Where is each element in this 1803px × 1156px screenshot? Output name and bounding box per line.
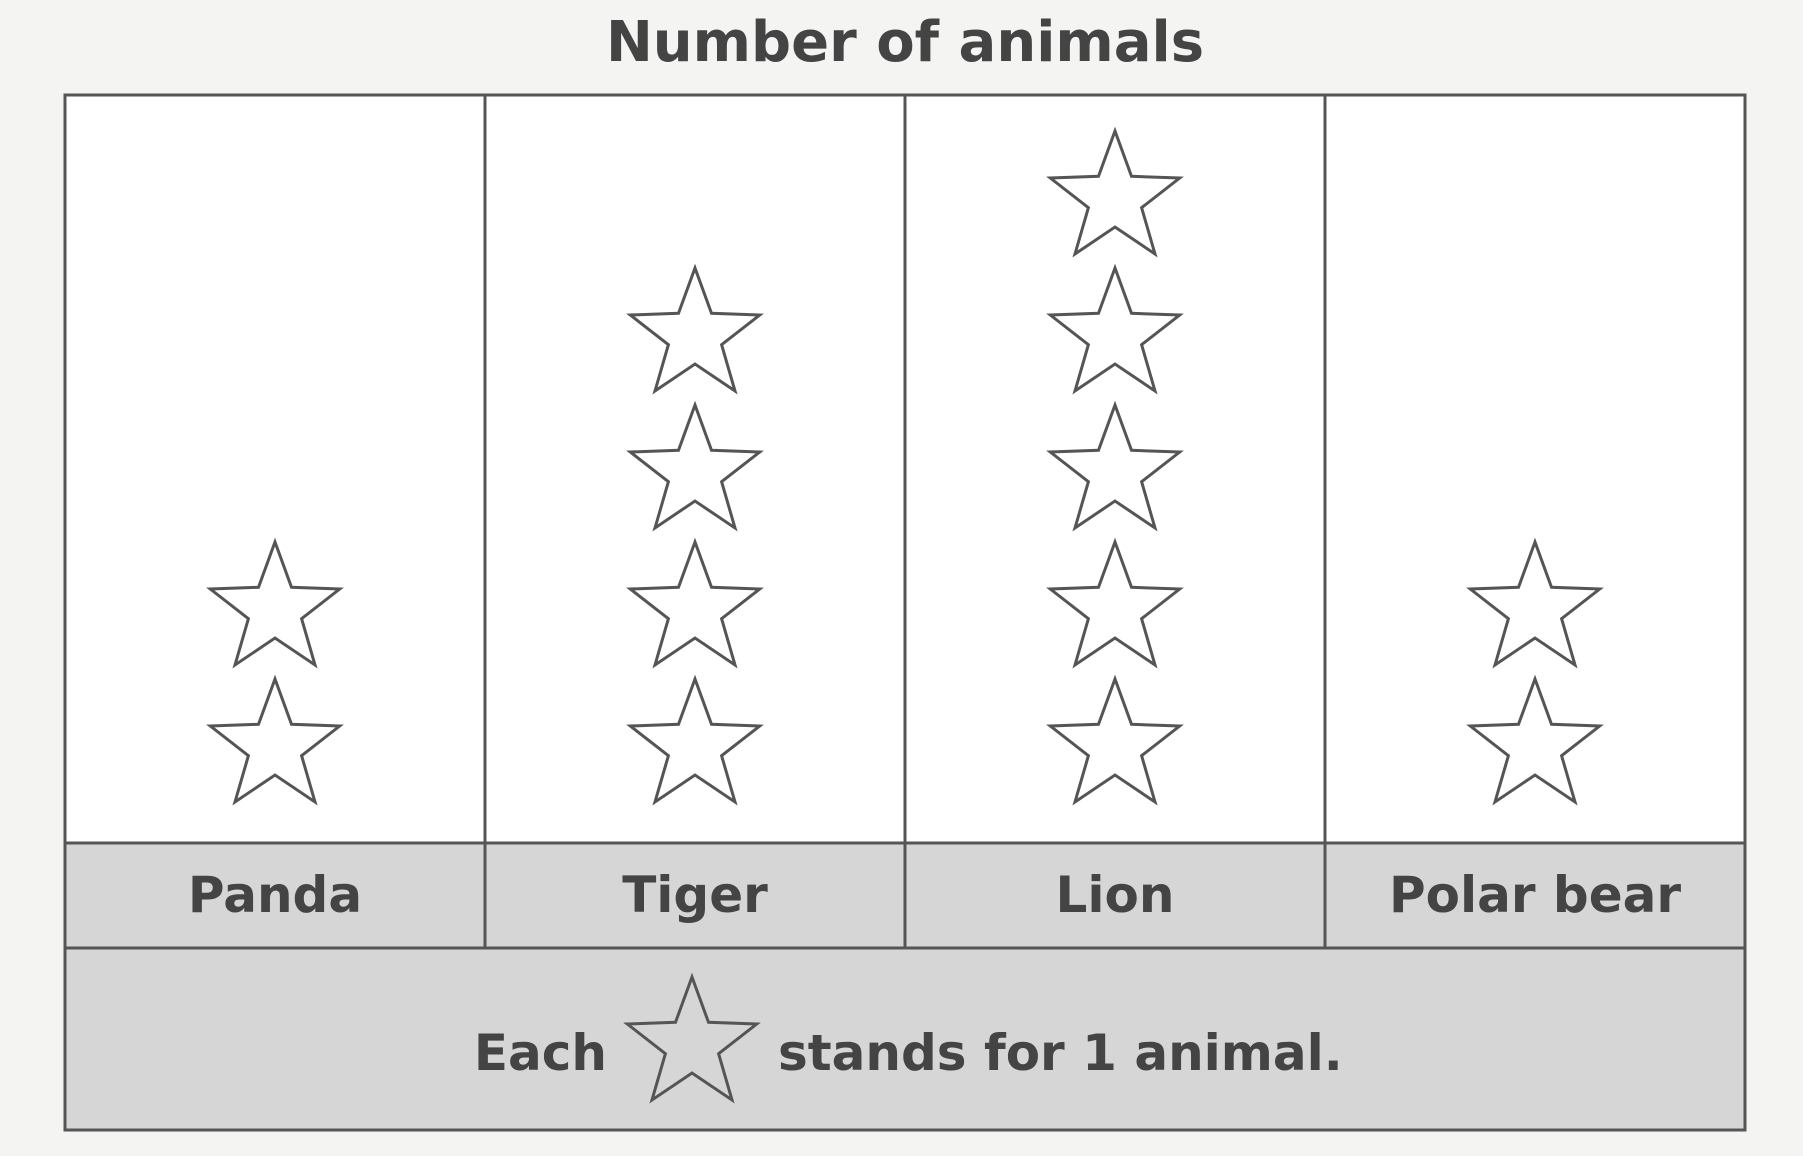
category-label: Lion <box>1056 866 1175 924</box>
star-icon <box>1046 674 1184 806</box>
key-band <box>65 948 1745 1130</box>
key: Each stands for 1 animal. <box>474 972 1343 1104</box>
star-icon <box>1046 400 1184 532</box>
star-icon <box>626 263 764 395</box>
key-prefix: Each <box>474 1024 607 1082</box>
category-columns <box>483 95 1327 948</box>
star-icon <box>206 674 344 806</box>
star-icon <box>1046 263 1184 395</box>
star-icon <box>1466 674 1604 806</box>
star-icon <box>1046 126 1184 258</box>
category-label: Tiger <box>622 866 768 924</box>
category-label: Polar bear <box>1389 866 1681 924</box>
star-icon <box>623 972 761 1104</box>
star-icon <box>626 674 764 806</box>
star-icon <box>1046 537 1184 669</box>
category-label: Panda <box>188 866 362 924</box>
chart-border <box>63 93 1747 1132</box>
category-labels: Panda Tiger Lion Polar bear <box>188 866 1681 924</box>
star-icon <box>1466 537 1604 669</box>
star-icon <box>206 537 344 669</box>
symbol-marks <box>206 126 1604 806</box>
star-icon <box>626 400 764 532</box>
key-suffix: stands for 1 animal. <box>778 1024 1343 1082</box>
star-icon <box>626 537 764 669</box>
chart-title: Number of animals <box>606 10 1204 75</box>
